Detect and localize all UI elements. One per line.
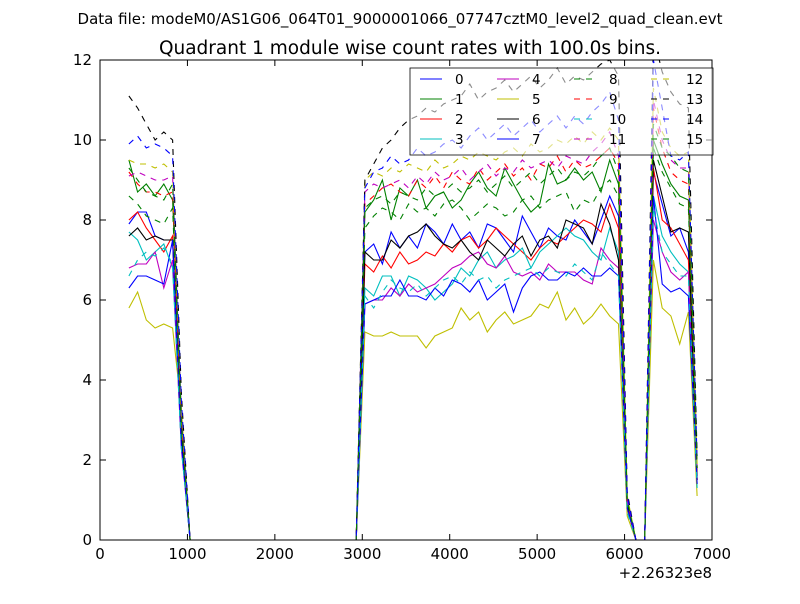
legend-label-0: 0	[455, 72, 464, 88]
series-line-3	[128, 195, 698, 540]
legend-label-1: 1	[455, 92, 464, 108]
plot-area	[128, 60, 698, 540]
y-tick-label: 8	[82, 211, 92, 229]
x-tick-label: 0	[95, 545, 105, 563]
y-tick-label: 0	[82, 531, 92, 549]
figure-suptitle: Data file: modeM0/AS1G06_064T01_90000010…	[78, 10, 723, 29]
x-tick-label: 2000	[256, 545, 294, 563]
x-tick-label: 5000	[518, 545, 556, 563]
y-tick-label: 6	[82, 291, 92, 309]
series-line-5	[128, 259, 698, 540]
series-line-9	[128, 107, 698, 540]
legend-label-8: 8	[609, 72, 618, 88]
y-tick-label: 4	[82, 371, 92, 389]
series-line-6	[128, 159, 698, 540]
y-tick-label: 2	[82, 451, 92, 469]
legend-label-5: 5	[532, 92, 541, 108]
y-tick-label: 10	[73, 131, 92, 149]
x-tick-label: 4000	[431, 545, 469, 563]
legend-label-7: 7	[532, 132, 541, 148]
legend-box	[409, 67, 714, 156]
legend-label-9: 9	[609, 92, 618, 108]
x-tick-label: 1000	[168, 545, 206, 563]
x-tick-label: 6000	[605, 545, 643, 563]
legend-label-4: 4	[532, 72, 541, 88]
legend-label-12: 12	[686, 72, 703, 88]
x-tick-label: 7000	[693, 545, 731, 563]
legend-label-2: 2	[455, 112, 464, 128]
series-line-0	[128, 171, 698, 540]
legend-label-13: 13	[686, 92, 703, 108]
series-line-2	[128, 167, 698, 540]
series-line-8	[128, 147, 698, 540]
series-line-7	[128, 195, 698, 540]
legend-label-11: 11	[609, 132, 626, 148]
series-line-4	[128, 219, 698, 540]
x-offset-label: +2.26323e8	[619, 564, 712, 582]
legend-label-10: 10	[609, 112, 626, 128]
y-tick-label: 12	[73, 51, 92, 69]
legend-label-3: 3	[455, 132, 464, 148]
legend-label-14: 14	[686, 112, 703, 128]
series-line-12	[128, 87, 698, 540]
chart-title: Quadrant 1 module wise count rates with …	[159, 38, 661, 59]
legend-label-6: 6	[532, 112, 541, 128]
series-line-15	[128, 123, 698, 540]
x-tick-label: 3000	[343, 545, 381, 563]
legend-label-15: 15	[686, 132, 703, 148]
series-line-10	[128, 207, 698, 540]
